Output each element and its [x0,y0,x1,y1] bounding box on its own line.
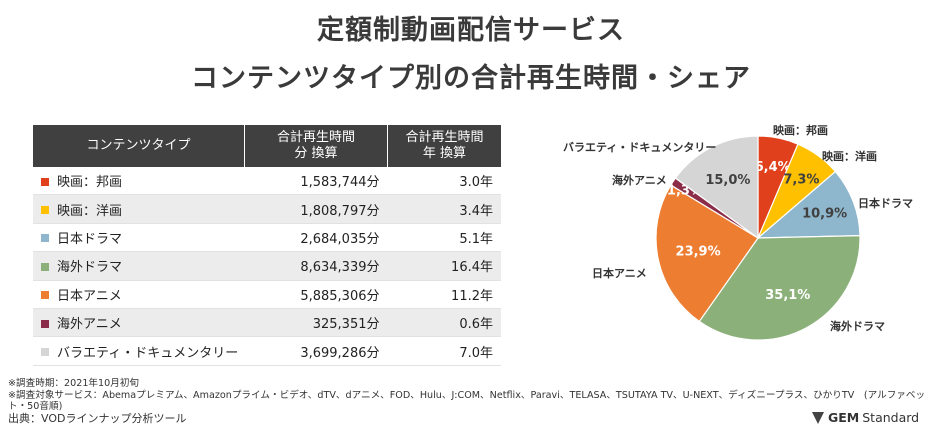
cell-years: 3.4年 [387,194,501,224]
cell-category: 映画：洋画 [33,194,245,224]
content-table: コンテンツタイプ 合計再生時間 分 換算 合計再生時間 年 換算 映画：邦画 1,… [33,125,501,366]
chart-title-line2: コンテンツタイプ別の合計再生時間・シェア [191,63,751,94]
logo-text-bold: GEM [828,410,860,425]
pie-category-label-variety-documentary: バラエティ・ドキュメンタリー [563,141,716,154]
note-survey-period: ※調査時期：2021年10月初旬 [8,378,140,389]
cell-category: 映画：邦画 [33,167,245,196]
cell-minutes: 325,351分 [244,308,388,338]
cell-years: 11.2年 [387,280,501,309]
header-minutes: 合計再生時間 分 換算 [244,125,388,167]
header-years: 合計再生時間 年 換算 [387,125,501,167]
pie-value-label-nihon-anime: 23,9% [676,245,721,260]
gem-standard-logo: GEM Standard [812,410,919,425]
table-row: 映画：邦画 1,583,744分 3.0年 [33,167,501,196]
table-row: バラエティ・ドキュメンタリー 3,699,286分 7.0年 [33,336,501,366]
cell-minutes: 8,634,339分 [244,251,388,281]
cell-minutes: 5,885,306分 [244,280,388,309]
table-header-row: コンテンツタイプ 合計再生時間 分 換算 合計再生時間 年 換算 [33,125,501,167]
legend-swatch [41,291,49,300]
table-row: 日本ドラマ 2,684,035分 5.1年 [33,223,501,253]
pie-slice-nihon-anime [655,184,759,323]
category-label: 映画：洋画 [57,203,123,219]
category-label: 日本アニメ [57,288,122,304]
pie-chart: 6,4% 映画：邦画 7,3%映画：洋画 10,9% 日本ドラマ 35,1% 海外ドラマ 23… [563,123,913,341]
pie-category-label-kaigai-drama: 海外ドラマ [830,319,885,333]
pie-category-label-houga: 映画：邦画 [773,123,828,137]
table-row: 日本アニメ 5,885,306分 11.2年 [33,280,501,309]
note-services: ※調査対象サービス：Abemaプレミアム、Amazonプライム・ビデオ、dTV、… [8,389,926,413]
cell-years: 3.0年 [387,167,501,196]
cell-minutes: 3,699,286分 [244,336,388,366]
pie-slice-kaigai-drama [698,234,861,341]
cell-years: 7.0年 [387,336,501,366]
table-row: 海外アニメ 325,351分 0.6年 [33,308,501,338]
category-label: 海外ドラマ [57,260,123,276]
chart-title-line1: 定額制動画配信サービス [317,15,625,46]
cell-years: 16.4年 [387,251,501,281]
pie-slice-variety-documentary [674,135,759,240]
pie-value-label-youga: 7,3% [783,173,819,188]
header-category: コンテンツタイプ [33,125,245,167]
cell-minutes: 1,583,744分 [244,167,388,196]
logo-text: Standard [862,410,920,425]
pie-category-label-kaigai-anime: 海外アニメ [612,173,667,187]
category-label: 海外アニメ [57,317,122,333]
cell-category: 日本ドラマ [33,223,245,253]
cell-category: バラエティ・ドキュメンタリー [33,336,245,366]
pie-category-label-nihon-drama: 日本ドラマ [858,196,913,210]
notes: ※調査時期：2021年10月初旬 ※調査対象サービス：Abemaプレミアム、Am… [8,378,942,413]
logo-triangle-icon [812,411,824,424]
pie-value-label-kaigai-drama: 35,1% [765,288,810,303]
source-note: 出典：VODラインナップ分析ツール [8,412,187,425]
pie-category-label-nihon-anime: 日本アニメ [592,266,647,280]
pie-category-label-youga: 映画：洋画 [822,149,877,163]
cell-category: 日本アニメ [33,280,245,309]
legend-swatch [41,348,49,357]
cell-years: 5.1年 [387,223,501,253]
category-label: バラエティ・ドキュメンタリー [57,345,239,361]
category-label: 映画：邦画 [57,175,123,191]
cell-years: 0.6年 [387,308,501,338]
legend-swatch [41,177,49,186]
pie-value-label-variety-documentary: 15,0% [705,173,750,188]
cell-minutes: 2,684,035分 [244,223,388,253]
cell-category: 海外ドラマ [33,251,245,281]
pie-value-label-nihon-drama: 10,9% [802,206,847,221]
legend-swatch [41,206,49,215]
legend-swatch [41,262,49,271]
pie-value-label-houga: 6,4% [755,160,791,175]
legend-swatch [41,319,49,328]
category-label: 日本ドラマ [57,231,123,247]
cell-minutes: 1,808,797分 [244,194,388,224]
legend-swatch [41,234,49,243]
cell-category: 海外アニメ [33,308,245,338]
pie-slice-nihon-drama [756,170,861,239]
table-row: 映画：洋画 1,808,797分 3.4年 [33,194,501,224]
table-row: 海外ドラマ 8,634,339分 16.4年 [33,251,501,281]
